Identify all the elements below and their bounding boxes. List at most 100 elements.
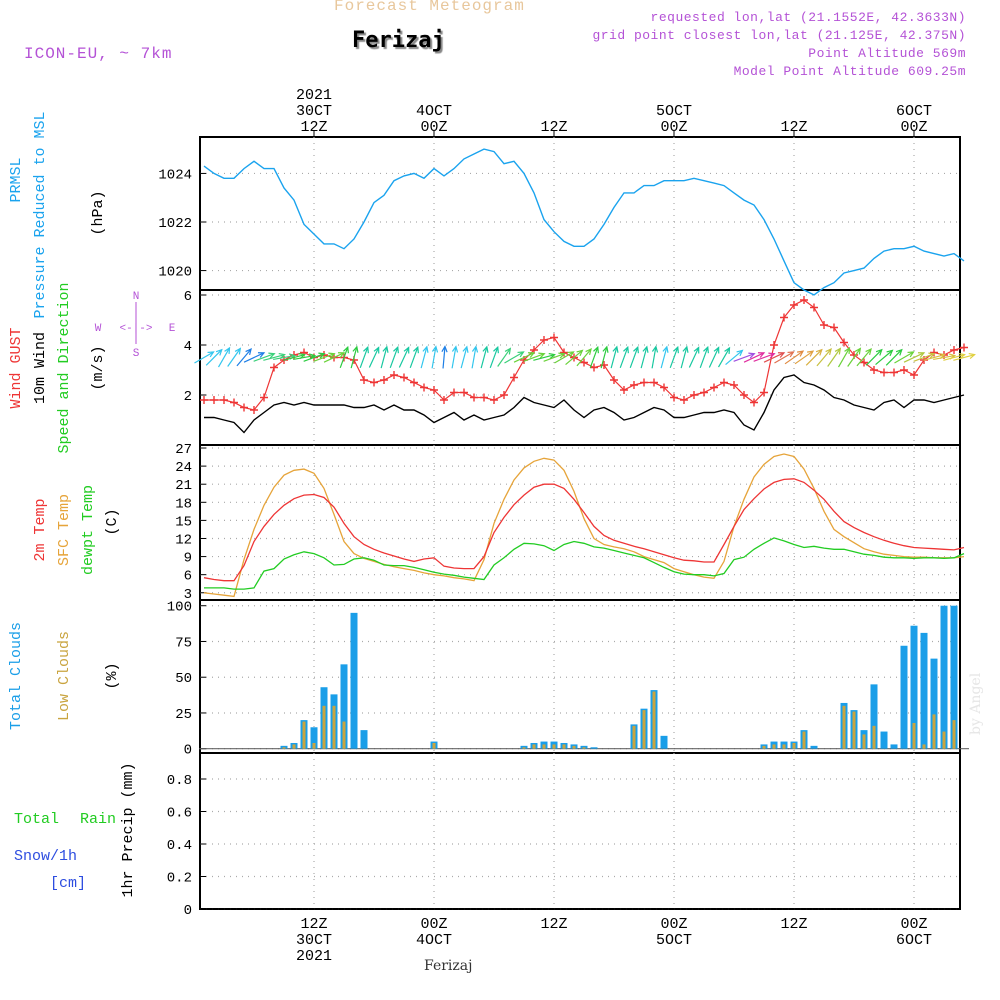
bottom-time-label: 6OCT	[896, 932, 932, 949]
wind-gust-marker	[930, 348, 938, 357]
sfc-temp-line	[203, 453, 965, 598]
wind-direction-arrow	[243, 352, 266, 363]
compass-n: N	[133, 291, 140, 303]
wind-gust-marker	[630, 381, 638, 389]
wind-direction-arrow	[533, 352, 556, 361]
total-cloud-bar	[920, 632, 928, 749]
wind-direction-arrow	[504, 351, 525, 364]
wind-gust-marker	[550, 333, 558, 342]
wind-direction-arrow	[263, 352, 286, 361]
wind-gust-marker	[910, 371, 918, 379]
low-cloud-bar	[562, 744, 566, 749]
model-point-altitude: Model Point Altitude 609.25m	[733, 64, 966, 79]
wind-direction-arrow	[217, 346, 231, 368]
top-time-label: 00Z	[660, 119, 687, 136]
wind-direction-arrow	[816, 348, 832, 367]
wind-gust-marker	[800, 296, 808, 304]
wind-direction-arrow	[894, 351, 915, 364]
wind-direction-arrow	[805, 348, 823, 366]
wind-gust-marker	[880, 368, 888, 377]
ytick-label-precip: 0	[184, 903, 192, 919]
wind-direction-arrow	[733, 352, 756, 362]
wind-gust-marker	[700, 388, 708, 397]
low-cloud-bar	[332, 705, 336, 749]
wind-gust-marker	[640, 378, 648, 387]
wind-gust-marker	[240, 403, 248, 412]
wind-direction-arrow	[794, 350, 815, 365]
wind-direction-arrow	[669, 345, 679, 369]
low-cloud-bar	[842, 705, 846, 749]
total-cloud-bar	[900, 645, 908, 749]
wind-speed-line	[204, 374, 965, 434]
wind-gust-marker	[870, 366, 878, 374]
wind-direction-arrow	[441, 345, 448, 369]
ytick-label-temperature: 9	[184, 551, 192, 567]
low-cloud-bar	[852, 711, 856, 749]
ytick-label-temperature: 6	[184, 569, 192, 585]
total-cloud-bar	[870, 684, 878, 749]
bottom-time-label: 00Z	[420, 916, 447, 933]
ytick-label-temperature: 12	[175, 532, 192, 548]
wind-direction-arrow	[431, 345, 439, 369]
low-cloud-bar	[532, 744, 536, 749]
wind-gust-marker	[400, 373, 408, 382]
wind-direction-arrow	[313, 352, 336, 362]
ytick-label-precip: 0.8	[167, 773, 192, 789]
bottom-time-label: 2021	[296, 948, 332, 965]
wind-gust-marker	[420, 383, 428, 392]
bottom-time-label: 00Z	[660, 916, 687, 933]
wind-direction-arrow	[398, 346, 410, 368]
total-cloud-bar	[890, 744, 898, 749]
wind-gust-marker	[660, 383, 668, 392]
wind-direction-arrow	[610, 345, 619, 369]
top-time-label: 00Z	[420, 119, 447, 136]
requested-location: requested lon,lat (21.1552E, 42.3633N)	[650, 10, 966, 25]
ytick-label-temperature: 15	[175, 514, 192, 530]
wind-direction-arrow	[651, 345, 659, 369]
bottom-time-label: 00Z	[900, 916, 927, 933]
sfc-temp-label: SFC Temp	[56, 494, 73, 566]
wind-gust-marker	[490, 396, 498, 404]
footer-station: Ferizaj	[424, 958, 473, 974]
wind-direction-arrow	[480, 345, 489, 369]
total-cloud-bar	[940, 605, 948, 749]
clouds-unit: (%)	[104, 662, 121, 689]
wind-direction-arrow	[600, 345, 609, 369]
wind-direction-arrow	[389, 345, 399, 369]
ytick-label-pressure: 1022	[158, 216, 192, 232]
wind-gust-marker	[510, 373, 518, 382]
low-cloud-bar	[322, 705, 326, 749]
wind-direction-arrow	[708, 346, 720, 368]
wind-direction-arrow	[227, 347, 242, 367]
wind-gust-marker	[370, 378, 378, 387]
ytick-label-wind: 6	[184, 289, 192, 305]
ytick-label-precip: 0.2	[167, 871, 192, 887]
top-time-label: 30CT	[296, 103, 332, 120]
wind-gust-marker	[960, 343, 968, 352]
ytick-label-clouds: 0	[184, 743, 192, 759]
bottom-time-label: 12Z	[540, 916, 567, 933]
wind-direction-arrow	[303, 352, 326, 362]
pressure-unit: (hPa)	[90, 190, 107, 235]
ytick-label-temperature: 21	[175, 478, 192, 494]
ytick-label-precip: 0.4	[167, 838, 192, 854]
wind-gust-marker	[690, 391, 698, 399]
total-cloud-bar	[340, 664, 348, 749]
low-cloud-bar	[542, 744, 546, 749]
wind-direction-arrow	[350, 345, 359, 369]
top-time-label: 6OCT	[896, 103, 932, 120]
temp-unit: (C)	[104, 508, 121, 535]
wind-direction-arrow	[953, 352, 976, 361]
low-cloud-bar	[872, 725, 876, 749]
wind-gust-marker	[230, 398, 238, 407]
wind-direction-arrow	[753, 352, 776, 362]
wind-direction-arrow	[725, 349, 744, 366]
low-cloud-bar	[432, 742, 436, 749]
top-time-label: 4OCT	[416, 103, 452, 120]
snow-unit-label: [cm]	[50, 875, 86, 892]
compass-w: W	[95, 323, 102, 335]
wind-direction-arrow	[660, 345, 669, 369]
wind-direction-arrow	[885, 348, 903, 366]
station-name: Ferizaj	[352, 28, 445, 53]
